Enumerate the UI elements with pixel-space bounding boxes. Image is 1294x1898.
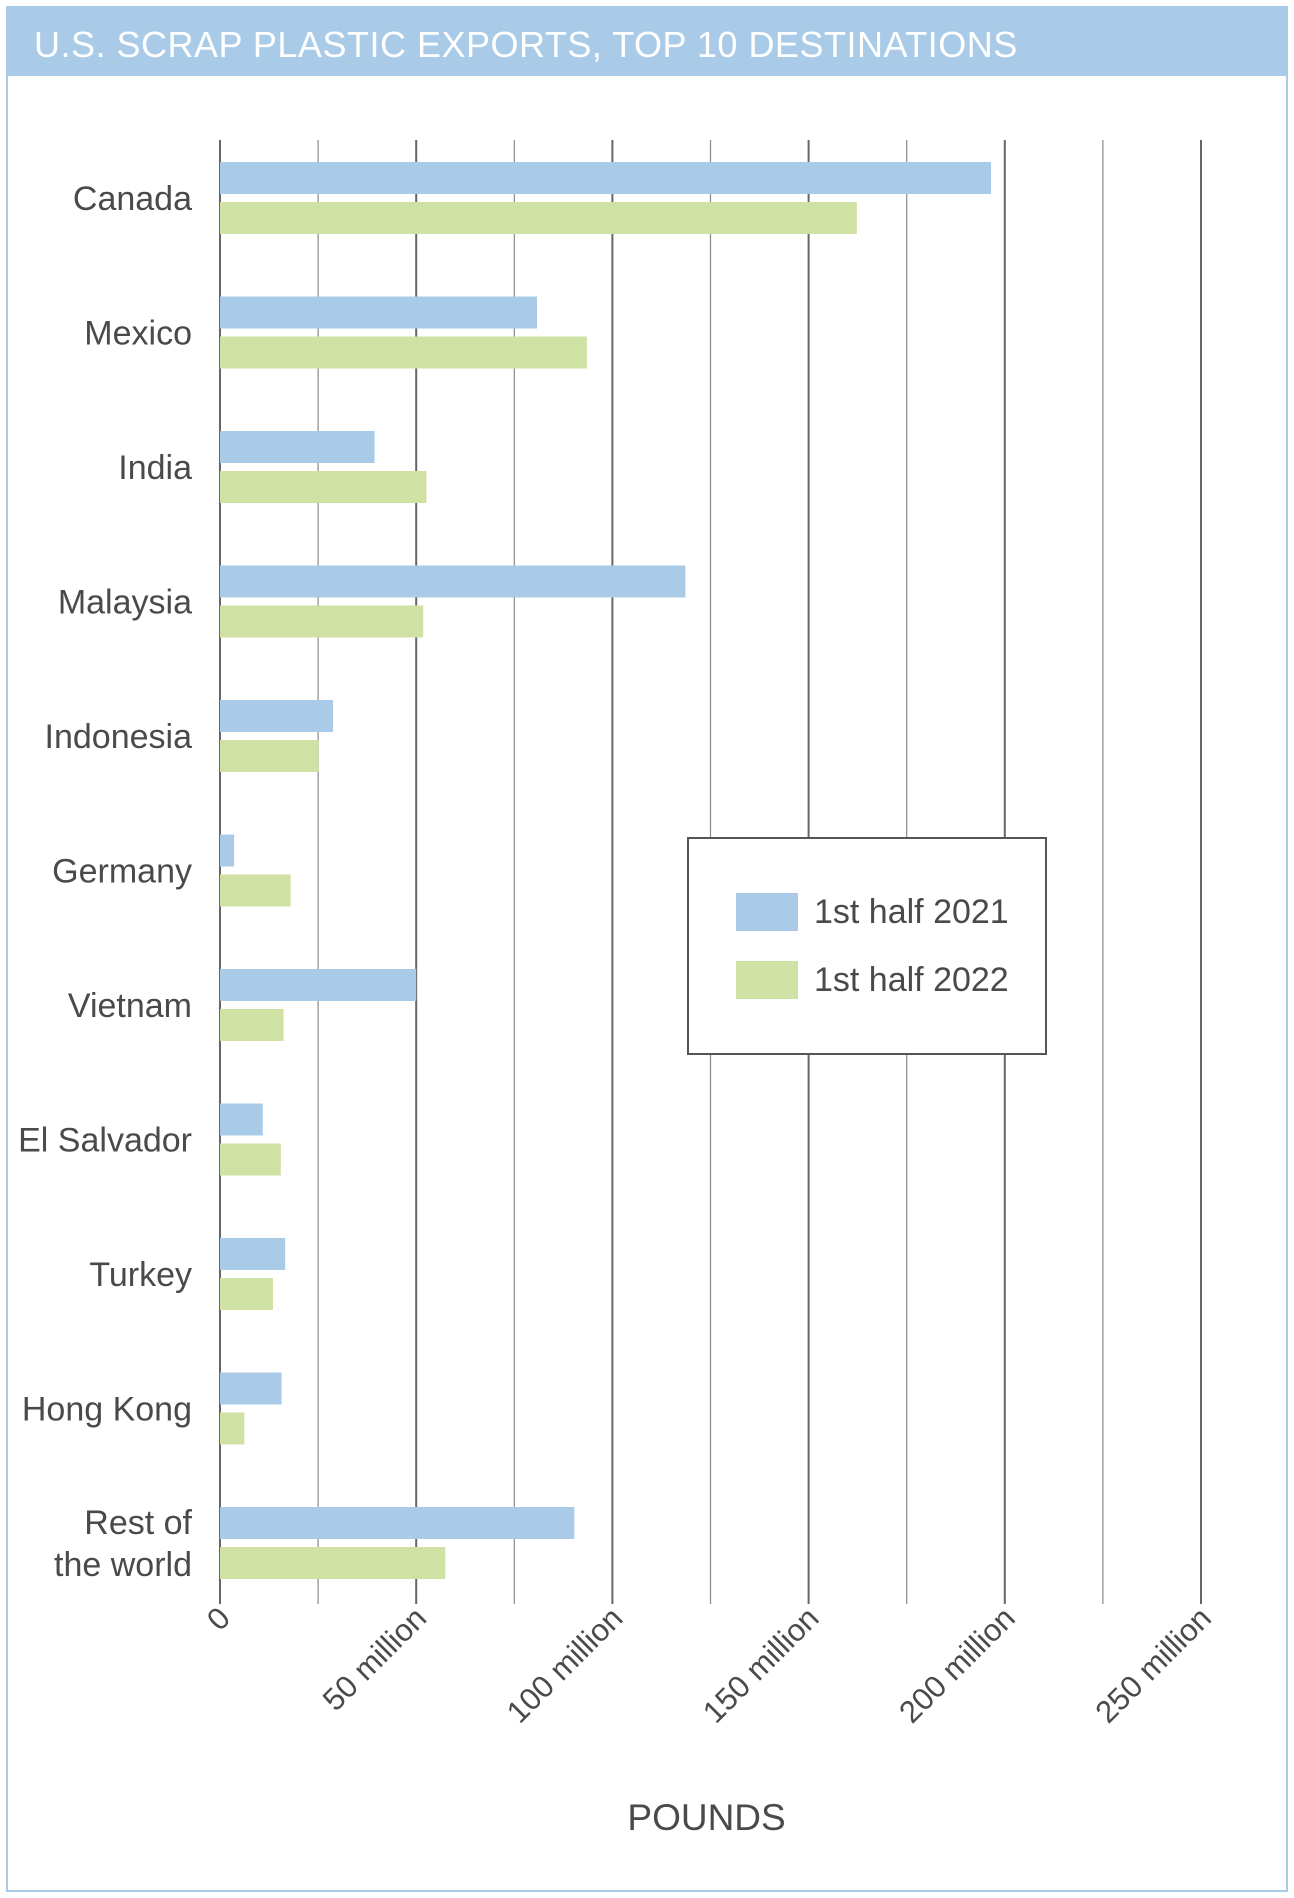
legend-label: 1st half 2021 xyxy=(814,893,1009,931)
bar-2022 xyxy=(220,1143,281,1176)
category-label: Germany xyxy=(52,853,192,891)
category-label: Mexico xyxy=(84,315,192,353)
legend: 1st half 2021 1st half 2022 xyxy=(687,837,1047,1055)
category-label: Vietnam xyxy=(68,987,192,1025)
bar-2022 xyxy=(220,605,424,638)
legend-label: 1st half 2022 xyxy=(814,961,1009,999)
chart-frame: U.S. SCRAP PLASTIC EXPORTS, TOP 10 DESTI… xyxy=(6,6,1288,1892)
x-axis-title: POUNDS xyxy=(627,1797,785,1838)
bar-2022 xyxy=(220,202,857,234)
bar-2021 xyxy=(220,700,334,732)
bar-2021 xyxy=(220,1372,282,1405)
bar-2022 xyxy=(220,336,587,369)
category-label: Hong Kong xyxy=(22,1391,192,1429)
bars xyxy=(220,162,992,1579)
x-tick-label: 0 xyxy=(200,1600,237,1637)
category-label: the world xyxy=(54,1546,192,1584)
bar-2021 xyxy=(220,162,992,194)
bar-2021 xyxy=(220,296,538,329)
category-label: India xyxy=(118,449,192,487)
x-tick-label: 100 million xyxy=(500,1600,630,1730)
bar-2022 xyxy=(220,874,291,907)
legend-swatch xyxy=(736,961,798,999)
bar-2022 xyxy=(220,471,427,503)
bar-chart: Canada Mexico India Malaysia Indonesia German… xyxy=(18,140,1218,1838)
bar-2022 xyxy=(220,1412,245,1445)
bar-2021 xyxy=(220,1238,286,1270)
bar-2021 xyxy=(220,1103,263,1136)
x-tick-labels: 0 50 million 100 million 150 million 200 mil… xyxy=(200,1600,1218,1730)
title-bar: U.S. SCRAP PLASTIC EXPORTS, TOP 10 DESTI… xyxy=(8,8,1286,76)
category-label: Indonesia xyxy=(45,718,193,756)
page-title: U.S. SCRAP PLASTIC EXPORTS, TOP 10 DESTI… xyxy=(34,24,1018,65)
bar-2022 xyxy=(220,1278,273,1310)
bar-2021 xyxy=(220,834,235,867)
x-tick-label: 200 million xyxy=(892,1600,1022,1730)
bar-2021 xyxy=(220,565,686,598)
category-label: Canada xyxy=(73,180,192,218)
bar-2021 xyxy=(220,969,417,1001)
category-label: El Salvador xyxy=(18,1122,192,1160)
category-labels: Canada Mexico India Malaysia Indonesia German… xyxy=(18,180,192,1584)
category-label: Rest of xyxy=(84,1504,192,1542)
bar-2021 xyxy=(220,431,375,463)
x-tick-label: 50 million xyxy=(316,1600,433,1717)
legend-swatch xyxy=(736,893,798,931)
bar-2021 xyxy=(220,1507,575,1539)
legend-box xyxy=(687,837,1047,1055)
bar-2022 xyxy=(220,1009,284,1041)
bar-2022 xyxy=(220,1547,446,1579)
category-label: Turkey xyxy=(89,1256,192,1294)
x-tick-label: 250 million xyxy=(1088,1600,1218,1730)
category-label: Malaysia xyxy=(58,584,192,622)
bar-2022 xyxy=(220,740,319,772)
x-tick-label: 150 million xyxy=(696,1600,826,1730)
